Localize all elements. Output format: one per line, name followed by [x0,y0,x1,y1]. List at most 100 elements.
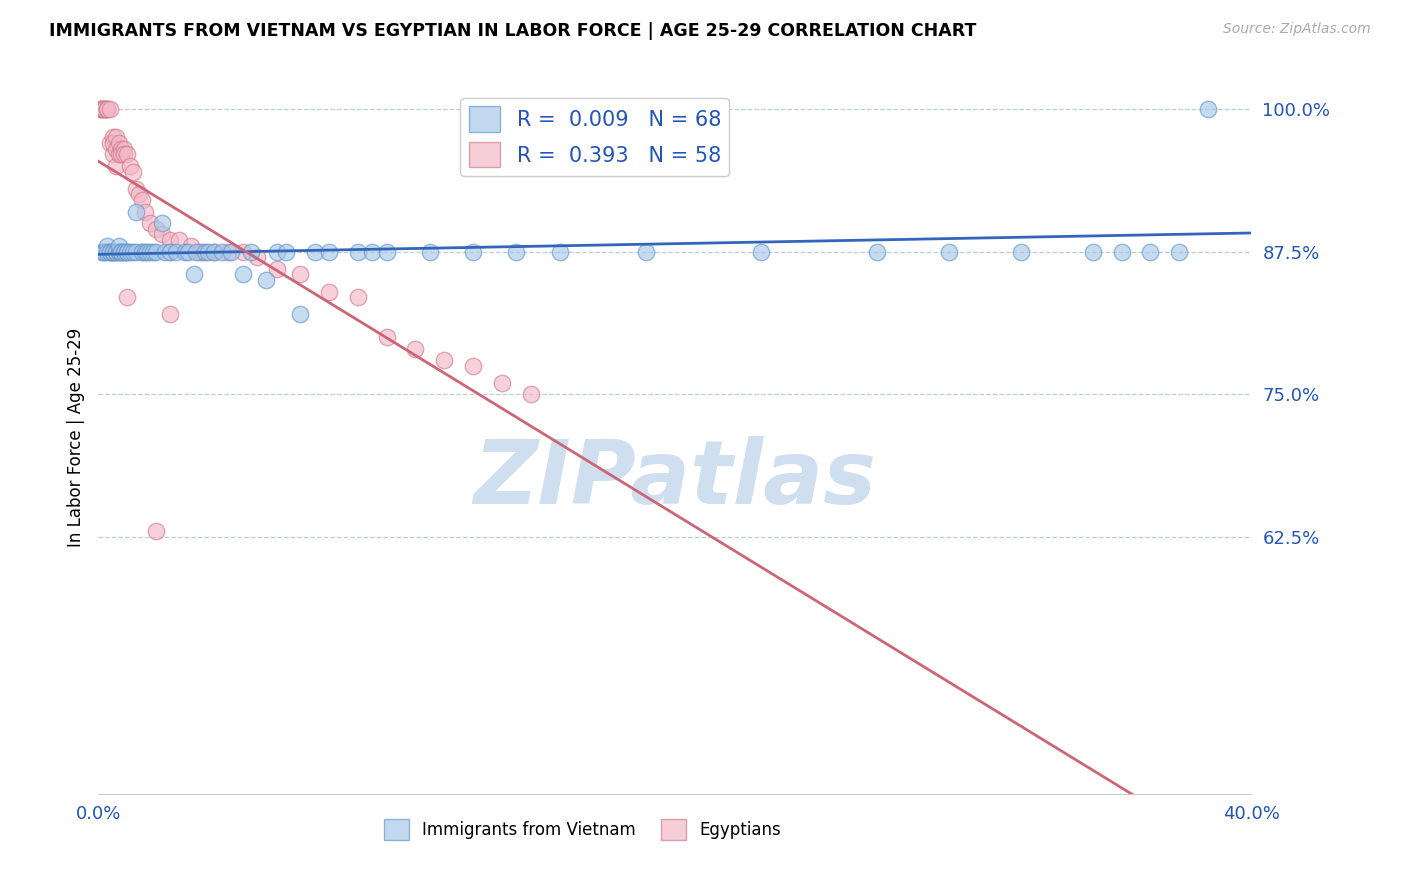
Point [548,244,571,259]
Point [112,244,135,259]
Point [125,182,148,196]
Point [1081,244,1104,259]
Point [90,102,112,116]
Point [131,244,153,259]
Point [110,142,132,156]
Point [125,204,148,219]
Point [1010,244,1032,259]
Point [104,159,127,173]
Point [167,233,190,247]
Point [145,244,167,259]
Point [1197,102,1219,116]
Point [117,147,139,161]
Point [180,239,202,253]
Point [159,244,181,259]
Point [101,244,124,259]
Point [107,147,129,161]
Point [150,227,173,242]
Point [197,244,219,259]
Point [266,244,288,259]
Point [98,244,121,259]
Point [101,244,124,259]
Point [183,268,205,282]
Point [186,244,208,259]
Point [219,244,242,259]
Point [231,244,254,259]
Text: ZIPatlas: ZIPatlas [474,436,876,524]
Point [165,244,187,259]
Point [150,216,173,230]
Point [98,102,121,116]
Point [96,244,118,259]
Point [433,353,456,368]
Point [191,244,214,259]
Point [128,187,150,202]
Point [117,244,139,259]
Point [419,244,441,259]
Point [636,244,658,259]
Point [505,244,527,259]
Point [142,244,165,259]
Point [246,250,269,264]
Point [866,244,889,259]
Point [117,244,139,259]
Point [112,244,135,259]
Point [1139,244,1161,259]
Point [520,387,543,401]
Point [120,159,142,173]
Point [202,244,225,259]
Point [96,102,118,116]
Point [93,102,115,116]
Point [110,244,132,259]
Point [491,376,513,390]
Point [110,147,132,161]
Point [751,244,773,259]
Point [139,244,162,259]
Point [375,244,398,259]
Point [231,268,254,282]
Point [101,147,124,161]
Point [134,244,156,259]
Point [93,102,115,116]
Point [274,244,297,259]
Point [174,244,197,259]
Point [139,216,162,230]
Point [153,244,176,259]
Point [101,244,124,259]
Point [125,244,148,259]
Point [93,102,115,116]
Point [318,244,340,259]
Point [346,290,368,304]
Point [159,244,181,259]
Point [112,147,135,161]
Point [90,102,112,116]
Point [104,130,127,145]
Point [211,244,233,259]
Point [104,142,127,156]
Point [290,307,312,321]
Legend: Immigrants from Vietnam, Egyptians: Immigrants from Vietnam, Egyptians [377,813,787,847]
Point [104,244,127,259]
Point [107,244,129,259]
Point [938,244,960,259]
Point [90,102,112,116]
Point [304,244,326,259]
Point [101,136,124,150]
Point [131,244,153,259]
Point [266,261,288,276]
Point [107,239,129,253]
Point [98,136,121,150]
Point [254,273,277,287]
Point [110,244,132,259]
Point [107,244,129,259]
Point [101,130,124,145]
Point [136,244,159,259]
Point [405,342,427,356]
Point [107,136,129,150]
Point [93,244,115,259]
Point [461,244,484,259]
Point [96,239,118,253]
Point [1111,244,1133,259]
Point [318,285,340,299]
Point [194,244,217,259]
